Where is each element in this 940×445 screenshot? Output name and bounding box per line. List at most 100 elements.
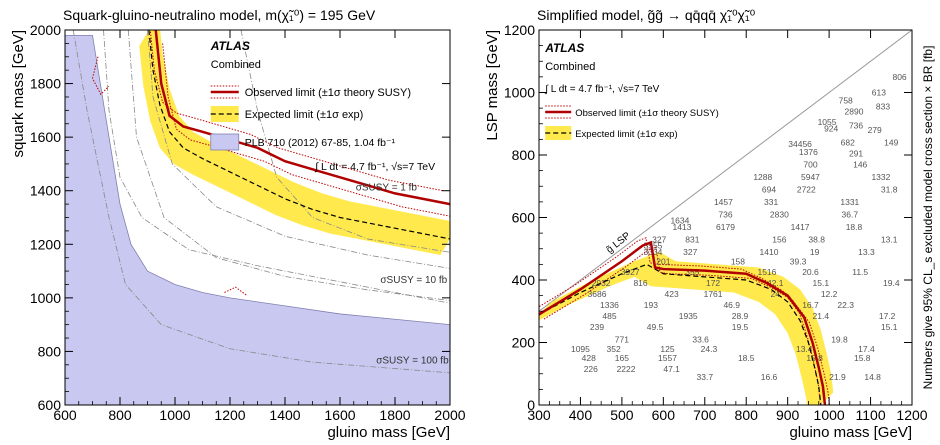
observed-theory-fragment-2	[224, 286, 247, 296]
x-tick-label: 600	[652, 407, 676, 423]
cross-section-value: 6179	[716, 222, 735, 232]
cross-section-value: 291	[849, 148, 863, 158]
y-tick-label: 200	[512, 335, 536, 351]
cross-section-value: 165	[615, 353, 629, 363]
cross-section-value: 1417	[791, 222, 810, 232]
cross-section-value: 18.5	[738, 353, 755, 363]
cross-section-value: 28.9	[732, 311, 749, 321]
cross-section-value: 11.5	[852, 267, 868, 277]
y-tick-label: 800	[512, 147, 536, 163]
legend-expected-swatch	[210, 106, 239, 122]
x-tick-label: 1100	[856, 407, 886, 423]
cross-section-value: 47.1	[663, 364, 680, 374]
cross-section-value: 736	[718, 209, 732, 219]
cross-section-value: 3555	[644, 241, 663, 251]
y-tick-label: 1200	[30, 236, 61, 252]
chart-title: Simplified model, g̃g̃ → qq̄qq̄ χ̃₁⁰χ̃₁⁰	[537, 7, 756, 23]
cross-section-value: 156	[772, 234, 786, 244]
plb-excluded-region	[65, 34, 450, 405]
observed-limit-line	[539, 240, 827, 405]
legend-expected-label: Expected limit (±1σ exp)	[245, 109, 364, 121]
cross-section-value: 12.2	[821, 289, 838, 299]
cross-section-value: 2222	[617, 364, 636, 374]
cross-section-value: 694	[762, 184, 776, 194]
cross-section-value: 33.7	[697, 372, 714, 382]
cross-section-value: 38.8	[808, 234, 825, 244]
expected-limit-line	[148, 30, 450, 240]
cross-section-value: 1557	[658, 353, 677, 363]
cross-section-value: 31.8	[881, 184, 898, 194]
cross-section-value: 771	[615, 334, 629, 344]
cross-section-value: 19	[810, 247, 820, 257]
cross-section-value: 21.9	[829, 372, 846, 382]
expected-limit-line	[539, 263, 822, 405]
cross-section-value: 15.8	[854, 353, 871, 363]
cross-section-value: 17.2	[879, 311, 896, 321]
observed-theory-band-1	[149, 30, 444, 192]
expected-band	[539, 251, 834, 405]
cross-section-value: 13.3	[858, 247, 875, 257]
cross-section-value: 193	[644, 300, 658, 310]
plot-area	[65, 30, 450, 405]
cross-section-value: 24.3	[701, 344, 718, 354]
cross-section-value: 2932	[592, 278, 611, 288]
combined-label: Combined	[211, 59, 261, 71]
x-tick-label: 1200	[896, 407, 927, 423]
x-tick-label: 600	[53, 407, 77, 423]
cross-section-value: 327	[652, 234, 666, 244]
cross-section-value: 831	[685, 234, 699, 244]
cross-section-value: 125	[660, 344, 674, 354]
cross-section-value: 15.1	[813, 278, 830, 288]
cross-section-value: 682	[841, 138, 855, 148]
cross-section-value: 2722	[797, 184, 816, 194]
panel-1: 600 800 1000 1200 1400 1600 1800 2000 600 800 1000…	[10, 7, 466, 441]
y-tick-label: 2000	[30, 22, 61, 38]
cross-section-value: 352	[607, 344, 621, 354]
cross-section-value: 1634	[670, 216, 689, 226]
cross-section-value: 39.3	[790, 256, 807, 266]
cross-section-value: 22.3	[837, 300, 854, 310]
cross-section-value: 19.4	[883, 278, 900, 288]
cross-section-value: 331	[764, 197, 778, 207]
xsec-contour-4	[240, 30, 450, 253]
cross-section-value: 158	[731, 256, 745, 266]
cross-section-value: 2830	[770, 209, 789, 219]
cross-section-value: 1332	[871, 172, 890, 182]
x-axis-label: gluino mass [GeV]	[789, 424, 912, 441]
cross-section-value: 13.4	[796, 344, 813, 354]
x-tick-label: 800	[108, 407, 132, 423]
cross-section-value: 3927	[621, 267, 640, 277]
experiment-label: ATLAS	[544, 41, 584, 55]
cross-section-value: 355	[685, 267, 699, 277]
x-axis-label: gluino mass [GeV]	[327, 424, 450, 441]
cross-section-value: 14.8	[864, 372, 881, 382]
cross-section-value: 1935	[679, 311, 698, 321]
cross-section-value: 806	[892, 72, 906, 82]
legend-plb-label: PLB 710 (2012) 67-85, 1.04 fb⁻¹	[245, 137, 396, 149]
cross-section-value: 5947	[801, 172, 820, 182]
xsec-contour-3	[72, 30, 450, 374]
cross-section-value: 833	[876, 102, 890, 112]
cross-section-value: 1410	[760, 247, 779, 257]
cross-section-value: 239	[590, 322, 604, 332]
y-tick-label: 1400	[30, 183, 61, 199]
cross-section-value: 2890	[845, 106, 864, 116]
expected-band	[139, 30, 450, 255]
chart-title: Squark-gluino-neutralino model, m(χ̃₁⁰) …	[63, 7, 376, 23]
kinematic-diagonal	[539, 30, 912, 312]
observed-theory-band-2	[162, 43, 450, 217]
cross-section-value: 33.6	[692, 334, 709, 344]
x-tick-label: 1800	[379, 407, 410, 423]
x-tick-label: 1000	[159, 407, 190, 423]
x-tick-label: 700	[693, 407, 717, 423]
cross-section-value: 1376	[799, 147, 818, 157]
cross-section-value: 700	[803, 159, 817, 169]
xsec-contour-1	[103, 30, 450, 304]
combined-label: Combined	[545, 61, 595, 73]
cross-section-value: 42.1	[767, 278, 784, 288]
cross-section-value: 18.8	[846, 222, 863, 232]
cross-section-value: 816	[633, 278, 647, 288]
cross-section-value: 279	[868, 125, 882, 135]
observed-limit-line	[154, 30, 450, 206]
